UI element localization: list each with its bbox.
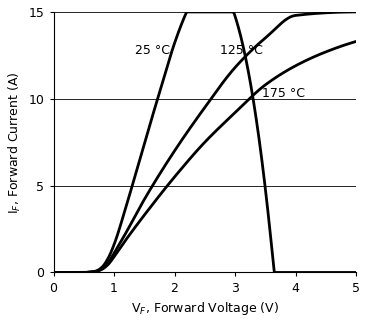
Text: 25 °C: 25 °C [135,44,170,57]
X-axis label: V$_F$, Forward Voltage (V): V$_F$, Forward Voltage (V) [131,300,279,317]
Y-axis label: I$_F$, Forward Current (A): I$_F$, Forward Current (A) [7,71,23,214]
Text: 125 °C: 125 °C [220,44,263,57]
Text: 175 °C: 175 °C [262,87,305,100]
